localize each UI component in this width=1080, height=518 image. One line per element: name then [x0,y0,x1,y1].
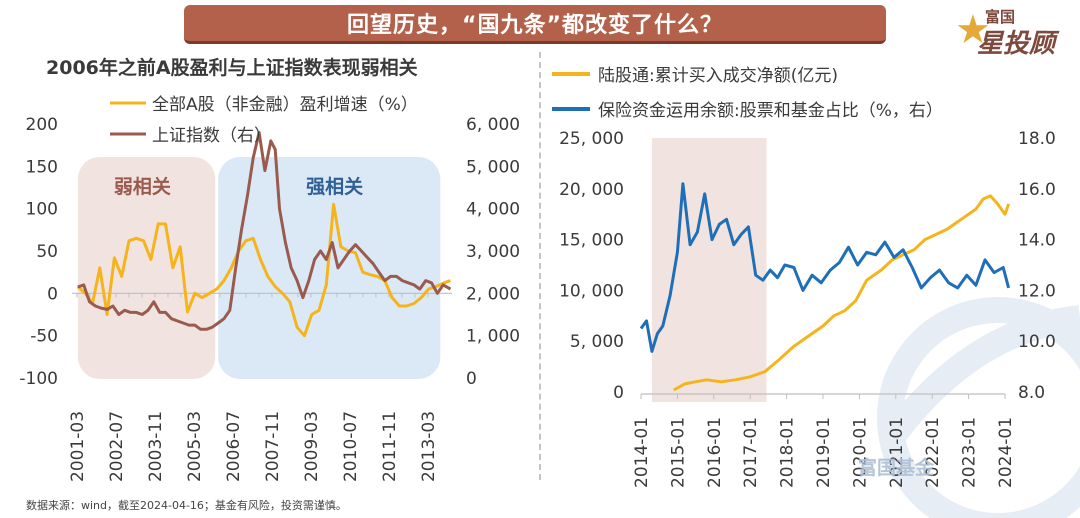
right-x-axis-tick-label: 2019-01 [814,417,834,488]
right-series-line-1 [673,194,1011,392]
right-axis-tick-label: 5, 000 [466,157,520,177]
brand-big-text: 星投顾 [977,29,1056,59]
legend-label-profit-growth: 全部A股（非金融）盈利增速（%） [152,95,418,115]
right-axis-tick-label: 1, 000 [466,327,520,347]
region-label-2: 强相关 [306,175,363,198]
watermark-ring [877,297,1080,518]
right-chart-left-tick-label: 10, 000 [559,281,624,301]
right-axis-tick-label: 0 [466,369,477,389]
watermark-arc [879,305,1080,448]
right-x-axis-tick-label: 2023-01 [960,417,980,488]
right-axis-tick-label: 3, 000 [466,242,520,262]
right-chart-right-tick-label: 10.0 [1018,332,1056,352]
right-chart-left-tick-label: 15, 000 [559,231,624,251]
x-axis-tick-label: 2009-03 [302,411,322,482]
right-axis-tick-label: 6, 000 [466,115,520,135]
left-axis-tick-label: 50 [36,242,58,262]
right-x-axis-tick-label: 2017-01 [741,417,761,488]
legend-label-shanghai-index: 上证指数（右） [152,126,271,146]
right-x-axis-tick-label: 2015-01 [668,417,688,488]
x-axis-tick-label: 2002-07 [107,411,127,482]
right-chart-right-tick-label: 18.0 [1018,129,1056,149]
right-chart-right-tick-label: 8.0 [1018,383,1045,403]
right-x-axis-tick-label: 2014-01 [632,417,652,488]
x-axis-tick-label: 2010-07 [341,411,361,482]
legend-label-northbound: 陆股通:累计买入成交净额(亿元) [598,66,838,86]
left-chart-title: 2006年之前A股盈利与上证指数表现弱相关 [46,56,418,79]
right-x-axis-tick-label: 2024-01 [996,417,1016,488]
right-chart-right-tick-label: 12.0 [1018,281,1056,301]
left-axis-tick-label: -100 [19,369,58,389]
chart-divider [539,52,541,480]
left-axis-tick-label: 200 [26,115,58,135]
x-axis-tick-label: 2006-07 [224,411,244,482]
right-x-axis-tick-label: 2018-01 [778,417,798,488]
banner-title: 回望历史，“国九条”都改变了什么？ [347,13,723,38]
right-chart-right-tick-label: 14.0 [1018,231,1056,251]
x-axis-tick-label: 2013-03 [419,411,439,482]
right-series-line-2 [639,182,1011,353]
star-icon: ★ [955,7,991,53]
right-chart-left-tick-label: 25, 000 [559,129,624,149]
right-x-axis-tick-label: 2022-01 [923,417,943,488]
left-axis-tick-label: 100 [26,200,58,220]
left-axis-tick-label: 150 [26,157,58,177]
right-region-band [651,138,767,402]
x-axis-tick-label: 2001-03 [68,411,88,482]
legend-label-insurance: 保险资金运用余额:股票和基金占比（%，右） [598,101,943,121]
x-axis-tick-label: 2003-11 [146,411,166,482]
x-axis-tick-label: 2011-11 [380,411,400,482]
right-chart: 25, 000 20, 000 15, 000 10, 000 5, 000 0 18.0 1… [552,66,1080,518]
right-chart-left-tick-label: 5, 000 [570,332,624,352]
title-banner: 回望历史，“国九条”都改变了什么？ [184,5,886,44]
region-label-1: 弱相关 [114,175,171,198]
brand-small-text: 富国 [985,8,1016,26]
footer-source: 数据来源：wind，截至2024-04-16；基金有风险，投资需谨慎。 [26,499,347,512]
left-series-line-2 [77,131,452,331]
right-axis-tick-label: 2, 000 [466,284,520,304]
right-x-axis-tick-label: 2021-01 [887,417,907,488]
right-x-axis-tick-label: 2016-01 [705,417,725,488]
right-chart-right-tick-label: 16.0 [1018,180,1056,200]
right-chart-left-tick-label: 20, 000 [559,180,624,200]
right-x-axis-tick-label: 2020-01 [850,417,870,488]
left-series-line-1 [76,202,452,338]
left-chart: 弱相关 强相关 200 150 100 50 0 -50 -100 6, 000 5, 000 4,… [19,56,520,482]
watermark-text: 富国基金 [858,456,935,479]
right-chart-left-tick-label: 0 [613,383,624,403]
left-axis-tick-label: 0 [47,284,58,304]
brand-logo: ★ 富国 星投顾 [955,4,1075,59]
x-axis-tick-label: 2007-11 [263,411,283,482]
x-axis-tick-label: 2005-03 [185,411,205,482]
left-axis-tick-label: -50 [30,327,58,347]
right-axis-tick-label: 4, 000 [466,200,520,220]
